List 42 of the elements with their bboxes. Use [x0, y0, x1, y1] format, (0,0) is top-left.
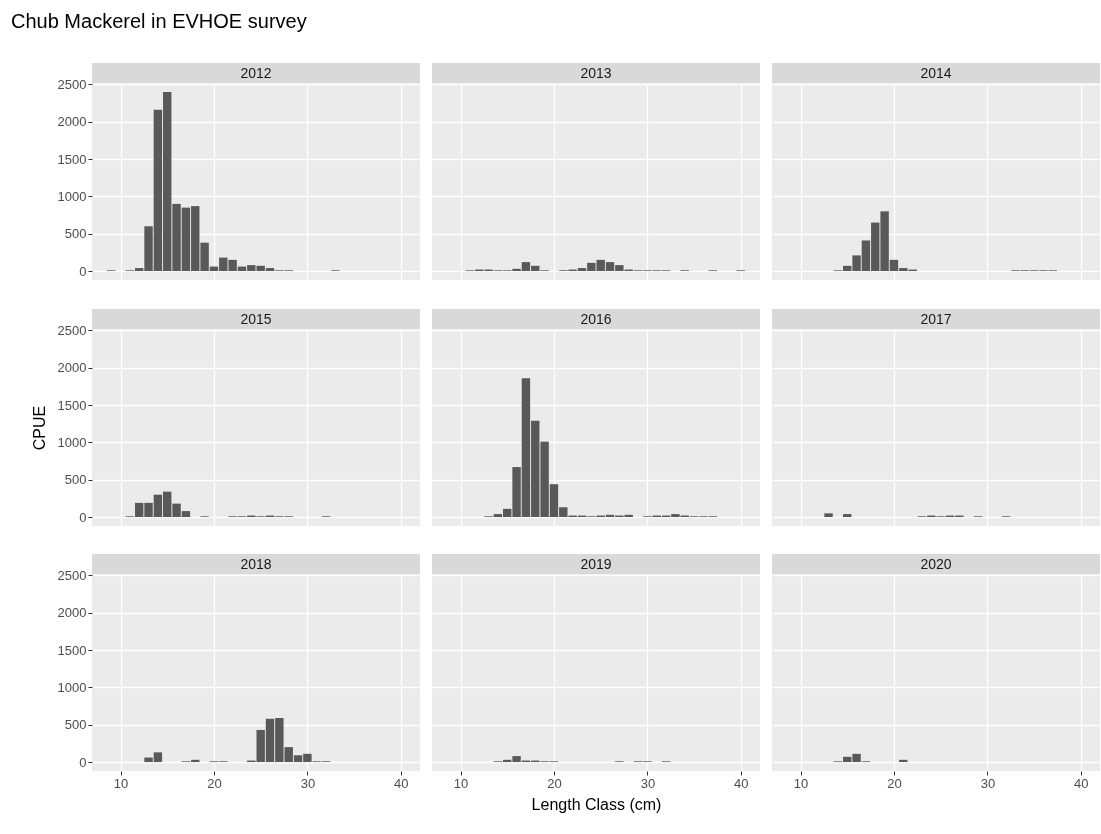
- text: Chub Mackerel in EVHOE survey: [11, 10, 307, 33]
- chart-title: 2016: [432, 308, 760, 329]
- y-tick-label: 2000: [57, 114, 87, 130]
- x-tick-label: 10: [793, 775, 809, 791]
- x-tick-label: 10: [113, 775, 129, 791]
- chart-title: 2012: [92, 63, 420, 83]
- y-tick-label: 500: [64, 226, 87, 242]
- y-tick-label: 500: [64, 717, 87, 733]
- chart-title: 2017: [772, 308, 1100, 329]
- y-tick-label: 1500: [57, 642, 87, 658]
- x-tick-label: 30: [640, 775, 656, 791]
- y-tick-label: 500: [64, 471, 87, 487]
- x-tick-label: 30: [300, 775, 316, 791]
- y-tick-label: 1000: [57, 188, 87, 204]
- y-tick-label: 2500: [57, 76, 87, 92]
- y-tick-label: 1500: [57, 151, 87, 167]
- chart-title: 2020: [772, 554, 1100, 575]
- y-tick-label: 0: [79, 754, 87, 770]
- x-tick-label: 20: [547, 775, 562, 791]
- y-tick-label: 1500: [57, 397, 87, 413]
- x-tick-label: 20: [887, 775, 902, 791]
- y-axis-title: CPUE: [30, 405, 48, 450]
- chart-title: 2015: [92, 308, 420, 329]
- y-tick-label: 1000: [57, 680, 87, 696]
- chart-title: 2013: [432, 63, 760, 83]
- x-tick-label: 40: [734, 775, 749, 791]
- x-tick-label: 40: [1074, 775, 1089, 791]
- x-tick-label: 10: [453, 775, 469, 791]
- y-tick-label: 2000: [57, 605, 87, 621]
- x-tick-label: 20: [207, 775, 222, 791]
- chart-title: 2014: [772, 63, 1100, 83]
- x-axis-title: Length Class (cm): [531, 795, 662, 813]
- y-tick-label: 2500: [57, 568, 87, 584]
- x-tick-label: 40: [394, 775, 409, 791]
- y-tick-label: 2000: [57, 359, 87, 375]
- y-tick-label: 0: [79, 263, 87, 279]
- y-tick-label: 0: [79, 509, 87, 525]
- x-tick-label: 30: [980, 775, 996, 791]
- chart-title: 2019: [432, 554, 760, 575]
- chart-title: 2018: [92, 554, 420, 575]
- y-tick-label: 2500: [57, 322, 87, 338]
- y-tick-label: 1000: [57, 434, 87, 450]
